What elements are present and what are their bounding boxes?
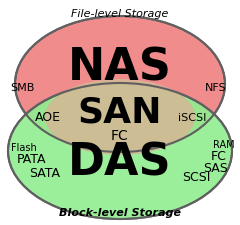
Text: AOE: AOE xyxy=(35,111,61,124)
Text: FC: FC xyxy=(211,150,227,163)
Ellipse shape xyxy=(15,17,225,152)
Text: iSCSI: iSCSI xyxy=(178,112,206,122)
Text: SCSI: SCSI xyxy=(182,171,210,184)
Text: SMB: SMB xyxy=(10,83,34,93)
Text: NFS: NFS xyxy=(205,83,227,93)
Text: SATA: SATA xyxy=(30,167,60,180)
Text: SAS: SAS xyxy=(204,162,228,175)
Ellipse shape xyxy=(8,84,232,219)
Text: FC: FC xyxy=(111,128,129,142)
Ellipse shape xyxy=(45,80,195,155)
Text: DAS: DAS xyxy=(68,141,172,184)
Text: PATA: PATA xyxy=(17,153,47,166)
Text: File-level Storage: File-level Storage xyxy=(71,9,169,19)
Text: SAN: SAN xyxy=(78,96,162,129)
Text: Flash: Flash xyxy=(11,142,37,152)
Text: Block-level Storage: Block-level Storage xyxy=(59,207,181,217)
Text: RAM: RAM xyxy=(213,139,235,149)
Text: NAS: NAS xyxy=(68,46,172,89)
